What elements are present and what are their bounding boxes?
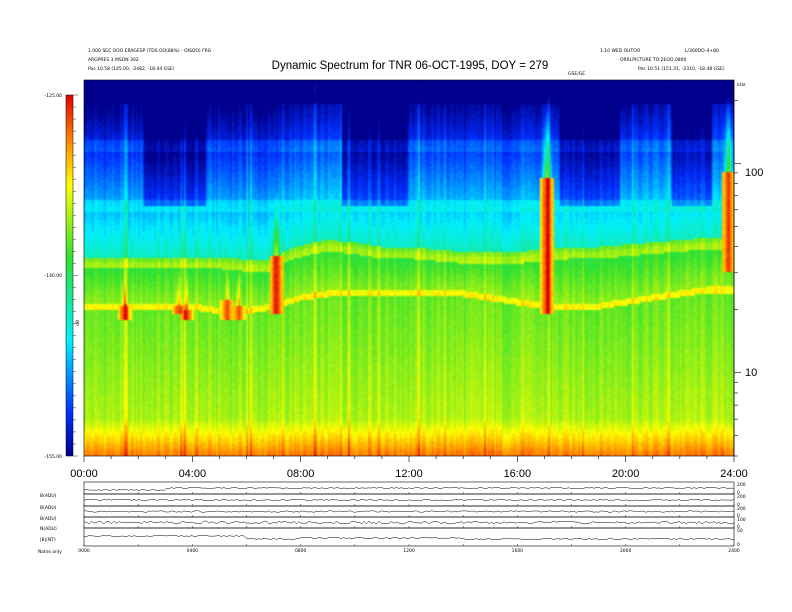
strip-panels <box>83 481 735 547</box>
strip-label-1: B(ADU) <box>40 493 57 499</box>
header-left-line-1: 1.000 SEC OOO ERAGESP (TDS OO(88%) - OIS… <box>88 48 212 54</box>
y-axis <box>733 80 741 457</box>
strip-right-bottom-label: 0 <box>737 513 740 519</box>
y-tick-label-100: 100 <box>745 167 763 179</box>
header-right-line-2: L/300OO-4+80 <box>685 48 719 54</box>
colorbar-ticks <box>73 94 78 457</box>
strip-right-top-label: 200 <box>737 482 746 488</box>
header-right-line-1: 1.10 WED OUTOO <box>600 48 641 54</box>
strip-right-bottom-label: 0 <box>737 542 740 548</box>
strip-right-bottom-label: 0 <box>737 524 740 530</box>
header-right-line-4: Pos 10.51 (151.31, -2310, -18.48 GSE) <box>638 66 725 72</box>
x-tick-label: 16:00 <box>504 468 532 480</box>
header-left-line-2: ARGPRES 3 MSON 302 <box>88 57 139 63</box>
strip-trace-1 <box>83 486 735 492</box>
strip-right-top-label: 100 <box>737 517 746 523</box>
strip-right-top-label: 50 <box>737 528 743 534</box>
strip-trace-4 <box>83 520 735 525</box>
x-tick-label: 24:00 <box>720 468 748 480</box>
strip-right-top-label: 200 <box>737 506 746 512</box>
strip-trace-2 <box>83 498 735 502</box>
colorbar-tick-mid: -140.00 <box>45 273 63 279</box>
x-tick-label: 08:00 <box>287 468 315 480</box>
strip-label-4: N(ADU) <box>40 526 57 532</box>
strip-time-labels: 0000 0400 0800 1200 1600 2000 2400 <box>78 548 740 554</box>
strip-time-label: 2000 <box>620 548 632 554</box>
x-tick-label: 20:00 <box>612 468 640 480</box>
chart-title: Dynamic Spectrum for TNR 06-OCT-1995, DO… <box>272 60 549 72</box>
x-tick-label: 04:00 <box>179 468 207 480</box>
header-left-line-3: Pos 10.58 (145.00, -2482, -18.44 GSE) <box>88 66 175 72</box>
x-axis-labels: 00:00 04:00 08:00 12:00 16:00 20:00 24:00 <box>70 468 748 480</box>
strip-footer-left: Notes only <box>38 549 62 555</box>
strip-time-label: 1600 <box>512 548 524 554</box>
colorbar-unit: dB <box>75 320 81 326</box>
colorbar-tick-bottom: -155.00 <box>45 454 63 460</box>
strip-time-label: 0400 <box>187 548 199 554</box>
y-tick-label-10: 10 <box>745 367 757 379</box>
strip-label-5: |B|(NT) <box>40 537 56 543</box>
x-tick-label: 12:00 <box>395 468 423 480</box>
strip-time-label: 0800 <box>295 548 307 554</box>
strip-label-2: B(ADU) <box>40 505 57 511</box>
strip-time-label: 1200 <box>403 548 415 554</box>
strip-trace-3 <box>83 510 735 513</box>
header-right-line-3: ORRLPICTURE TO:2EOO,0800 <box>620 57 686 63</box>
strip-right-bottom-label: 0 <box>737 502 740 508</box>
strip-panel-5 <box>83 527 735 547</box>
spectrogram <box>84 80 734 456</box>
x-axis <box>83 456 735 462</box>
strip-right-bottom-label: 0 <box>737 490 740 496</box>
strip-right-top-label: 200 <box>737 494 746 500</box>
colorbar <box>65 94 74 457</box>
x-tick-label: 00:00 <box>70 468 98 480</box>
strip-label-3: B(ADU) <box>40 516 57 522</box>
y-axis-unit: kHz <box>737 82 746 88</box>
strip-trace-5 <box>83 534 735 541</box>
strip-time-label: 0000 <box>78 548 90 554</box>
colorbar-tick-top: -125.00 <box>45 93 63 99</box>
header-center-small: GSE/GE <box>568 71 585 77</box>
strip-time-label: 2400 <box>728 548 740 554</box>
